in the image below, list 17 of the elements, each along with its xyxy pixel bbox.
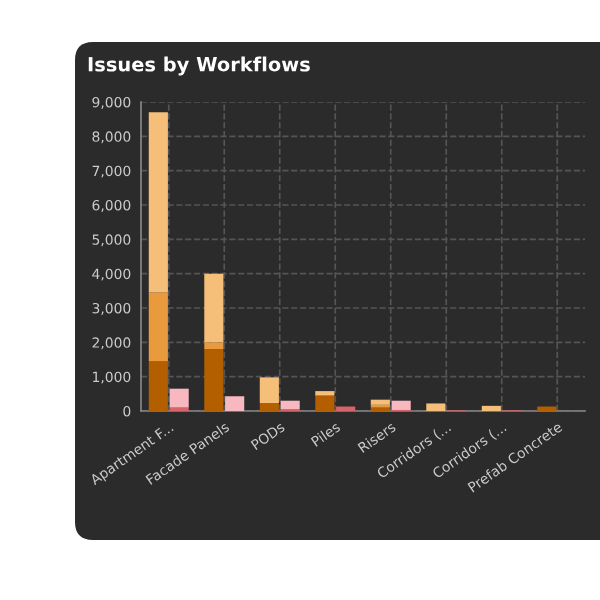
chart-title: Issues by Workflows [88, 56, 310, 76]
bar [204, 342, 224, 350]
bar [204, 349, 224, 411]
bar [148, 361, 168, 411]
bar [280, 400, 300, 410]
bar [148, 112, 168, 293]
bar [315, 395, 335, 411]
bar [169, 388, 189, 408]
bar [225, 396, 245, 411]
bar [259, 403, 279, 411]
bar [148, 292, 168, 362]
bar [426, 403, 446, 411]
bar [259, 377, 279, 404]
bar [391, 400, 411, 410]
bar [481, 405, 501, 411]
bar [204, 273, 224, 343]
bar [370, 399, 390, 405]
